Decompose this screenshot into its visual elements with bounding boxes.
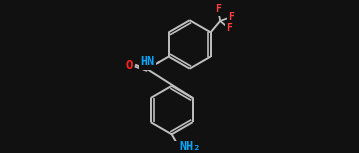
- Text: F: F: [215, 4, 221, 14]
- Text: O: O: [125, 59, 133, 72]
- Text: NH₂: NH₂: [180, 140, 201, 153]
- Text: HN: HN: [140, 55, 155, 68]
- Text: F: F: [228, 12, 234, 22]
- Text: F: F: [226, 24, 232, 34]
